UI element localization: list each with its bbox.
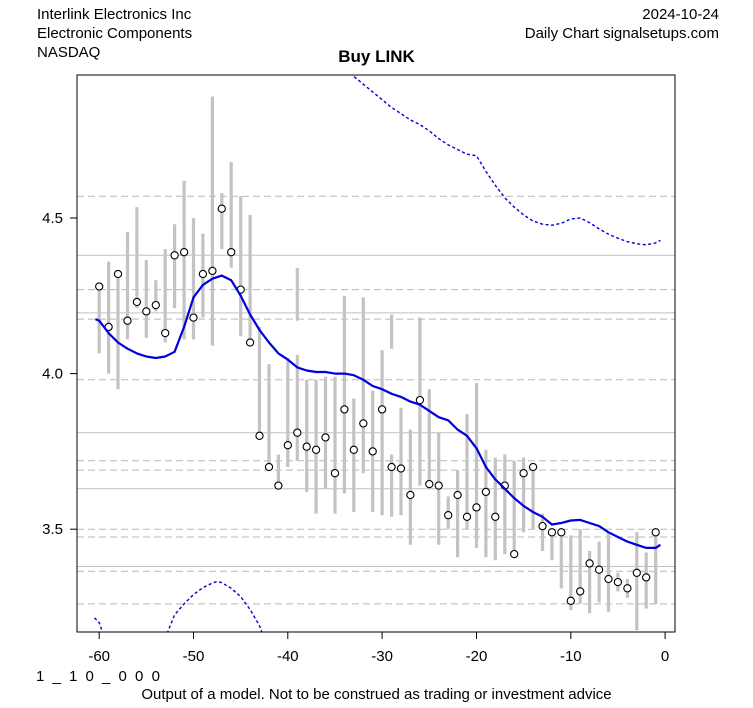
- model-line: [94, 274, 662, 550]
- close-price-circle: [132, 297, 142, 307]
- close-price-circle: [179, 248, 189, 257]
- close-price-circle: [95, 282, 104, 291]
- close-price-circle: [519, 469, 528, 478]
- close-price-circle: [406, 490, 415, 500]
- chart-source: Daily Chart signalsetups.com: [524, 25, 719, 42]
- close-price-circle: [368, 447, 377, 456]
- close-price-points: [95, 204, 660, 605]
- close-price-circle: [623, 584, 632, 593]
- header-right-block: 2024-10-24 Daily Chart signalsetups.com: [525, 5, 719, 43]
- plot-area: [94, 75, 662, 632]
- close-price-circle: [321, 433, 330, 442]
- close-price-circle: [462, 512, 472, 521]
- close-price-circle: [396, 464, 406, 473]
- close-price-circle: [283, 441, 292, 450]
- close-price-circle: [632, 568, 641, 577]
- lower-band-line: [94, 617, 104, 632]
- close-price-circle: [510, 549, 519, 559]
- close-price-circle: [198, 269, 208, 279]
- exchange-name: NASDAQ: [37, 44, 101, 61]
- x-axis-tick-label: -60: [88, 648, 110, 665]
- close-price-circle: [528, 462, 538, 472]
- close-price-circle: [330, 469, 340, 478]
- y-axis-tick-label: 4.5: [42, 210, 63, 227]
- close-price-circle: [359, 419, 368, 428]
- close-price-circle: [387, 462, 396, 472]
- close-price-circle: [142, 307, 151, 316]
- close-price-circle: [651, 528, 660, 537]
- plot-frame: [76, 74, 676, 633]
- page-title: Buy LINK: [338, 47, 415, 66]
- close-price-circle: [444, 511, 453, 520]
- close-price-circle: [227, 248, 236, 257]
- close-price-circle: [566, 596, 575, 605]
- close-price-circle: [585, 559, 594, 568]
- close-price-circle: [311, 445, 321, 454]
- close-price-circle: [604, 574, 613, 584]
- close-price-circle: [547, 528, 557, 537]
- company-name: Interlink Electronics Inc: [37, 6, 192, 23]
- footer-code: 1 _ 1 0 _ 0 0 0: [36, 668, 162, 685]
- close-price-circle: [349, 445, 358, 454]
- close-price-circle: [161, 328, 170, 338]
- close-price-circle: [217, 204, 226, 213]
- x-axis-tick-label: -50: [183, 648, 205, 665]
- header-left-block: Interlink Electronics Inc Electronic Com…: [37, 5, 192, 62]
- close-price-circle: [170, 251, 179, 260]
- close-price-circle: [302, 442, 311, 451]
- close-price-circle: [293, 428, 302, 437]
- close-price-circle: [264, 462, 274, 472]
- close-price-circle: [377, 405, 387, 414]
- axes: -60 -50 -40 -30 -20 -10 0 3.5 4.0 4.5: [42, 210, 669, 665]
- close-price-circle: [434, 481, 443, 490]
- close-price-circle: [245, 338, 255, 347]
- close-price-circle: [453, 490, 462, 500]
- close-price-circle: [594, 565, 604, 574]
- close-price-circle: [642, 573, 651, 582]
- close-price-circle: [425, 479, 434, 489]
- close-price-circle: [208, 266, 217, 276]
- footer-disclaimer: Output of a model. Not to be construed a…: [141, 686, 612, 703]
- lower-band-line: [166, 580, 263, 632]
- price-range-bars: [97, 96, 658, 631]
- close-price-circle: [415, 395, 425, 405]
- x-axis-tick-label: -30: [371, 648, 393, 665]
- close-price-circle: [340, 405, 349, 414]
- close-price-circle: [151, 300, 160, 310]
- x-axis-tick-label: -10: [560, 648, 582, 665]
- close-price-circle: [491, 512, 500, 521]
- close-price-circle: [189, 313, 198, 322]
- close-price-circle: [576, 587, 585, 596]
- close-price-circle: [557, 528, 566, 537]
- y-axis-tick-label: 3.5: [42, 521, 63, 538]
- close-price-circle: [538, 521, 547, 531]
- close-price-circle: [481, 487, 491, 497]
- x-axis-tick-label: -40: [277, 648, 299, 665]
- close-price-circle: [274, 481, 283, 490]
- x-axis-tick-label: 0: [661, 648, 669, 665]
- chart-date: 2024-10-24: [642, 6, 719, 23]
- close-price-circle: [255, 431, 264, 440]
- close-price-circle: [113, 269, 123, 279]
- close-price-circle: [472, 503, 481, 512]
- close-price-circle: [613, 577, 623, 587]
- close-price-circle: [123, 316, 132, 325]
- x-axis-tick-label: -20: [466, 648, 488, 665]
- company-sector: Electronic Components: [37, 25, 193, 42]
- y-axis-tick-label: 4.0: [42, 366, 63, 383]
- upper-band-line: [352, 75, 661, 246]
